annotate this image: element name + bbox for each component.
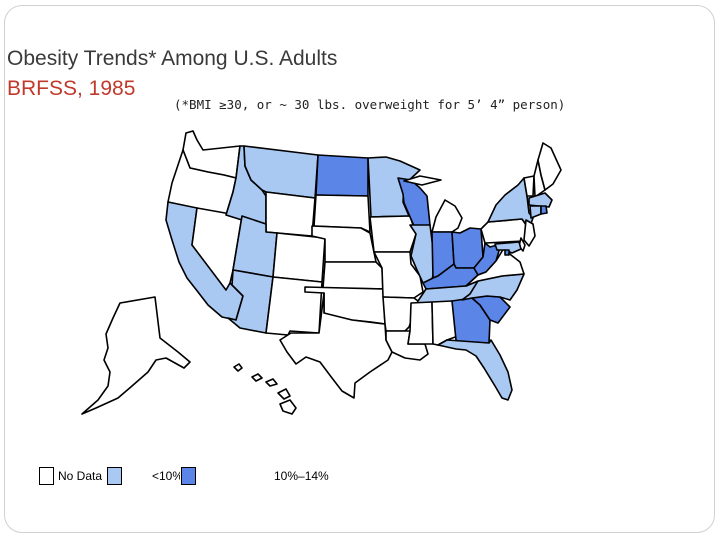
legend-swatch-low (107, 467, 122, 485)
legend-label-mid: 10%–14% (274, 469, 329, 483)
legend-label-no-data: No Data (58, 469, 103, 483)
state-NM (265, 276, 323, 336)
state-HI (279, 399, 297, 415)
state-ND (315, 154, 369, 197)
state-MS (407, 301, 434, 345)
state-CO (272, 232, 326, 283)
legend-swatch-no-data (39, 467, 54, 485)
legend-swatch-mid (181, 467, 196, 485)
state-RI (540, 205, 548, 215)
slide-frame (4, 5, 715, 533)
state-HI (265, 378, 278, 387)
state-MA (528, 192, 553, 208)
state-FL (437, 339, 513, 401)
legend-label-low: <10% (152, 469, 180, 483)
state-CT (529, 205, 542, 219)
state-HI-group (233, 363, 297, 415)
state-DC (504, 249, 510, 256)
state-HI (251, 373, 263, 382)
state-KS (322, 261, 384, 290)
map-title: Obesity Trends* Among U.S. Adults (7, 47, 338, 70)
state-WY (265, 191, 316, 237)
state-NJ (523, 219, 536, 247)
map-footnote: (*BMI ≥30, or ~ 30 lbs. overweight for 5… (174, 97, 566, 112)
state-ME (537, 142, 562, 191)
state-NC (461, 273, 525, 301)
state-HI (233, 363, 243, 372)
state-HI (277, 388, 291, 400)
state-MD (494, 241, 522, 254)
state-IA (369, 215, 417, 253)
state-VA (465, 247, 525, 287)
map-title-source-year: BRFSS, 1985 (7, 77, 136, 100)
state-AK (81, 296, 191, 415)
state-AR (382, 296, 419, 332)
